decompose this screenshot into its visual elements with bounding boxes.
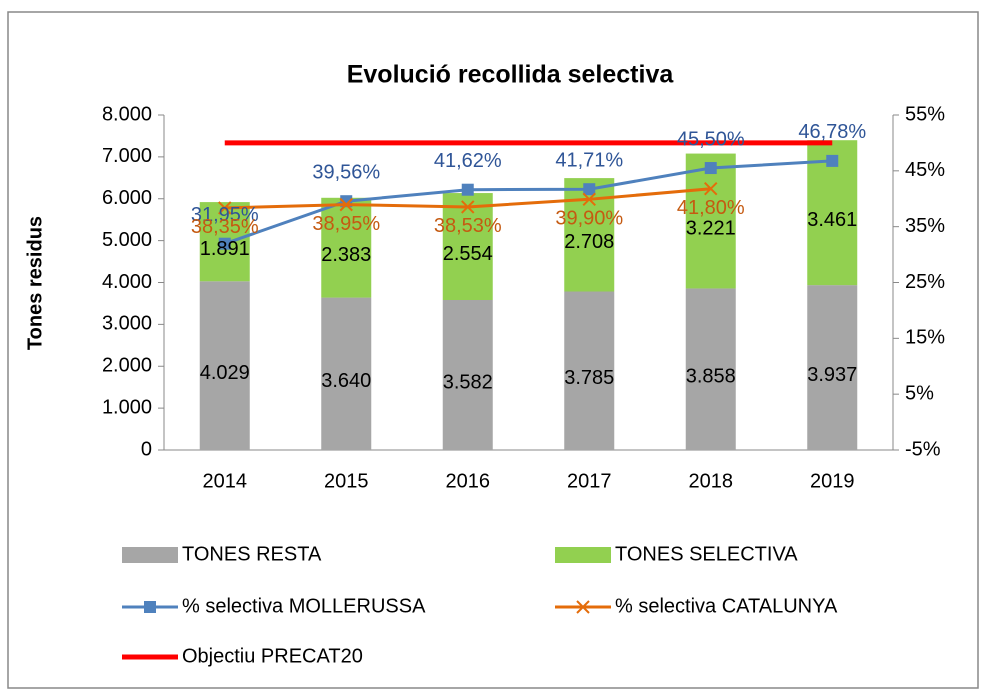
y-tick-label: 6.000 (102, 187, 152, 209)
y2-tick-label: 5% (905, 382, 934, 404)
data-label: 38,35% (191, 216, 259, 238)
y2-tick-label: 45% (905, 159, 945, 181)
legend-label: % selectiva CATALUNYA (615, 595, 838, 617)
marker (582, 192, 596, 207)
data-label: 45,50% (677, 128, 745, 150)
y-tick-label: 1.000 (102, 396, 152, 418)
y-tick-label: 0 (141, 438, 152, 460)
y-axis-label: Tones residus (24, 216, 46, 350)
bar (807, 285, 858, 450)
y2-tick-label: 55% (905, 103, 945, 125)
legend-label: TONES RESTA (182, 543, 322, 565)
y-tick-label: 3.000 (102, 313, 152, 335)
data-label: 41,71% (555, 149, 623, 171)
y2-tick-label: 15% (905, 327, 945, 349)
x-tick-label: 2015 (324, 470, 369, 492)
legend-label: Objectiu PRECAT20 (182, 645, 363, 667)
x-tick-label: 2014 (203, 470, 248, 492)
data-label: 3.461 (807, 209, 857, 231)
bar (321, 297, 372, 450)
line (224, 159, 833, 246)
legend-marker (576, 600, 590, 614)
y2-tick-label: 25% (905, 271, 945, 293)
data-label: 1.891 (200, 238, 250, 260)
x-tick-label: 2016 (446, 470, 491, 492)
data-label: 3.221 (686, 217, 736, 239)
data-label: 38,53% (434, 215, 502, 237)
y2-tick-label: 35% (905, 215, 945, 237)
bar (685, 288, 736, 450)
y2-tick-label: -5% (905, 438, 941, 460)
legend-swatch (555, 547, 611, 563)
y-tick-label: 2.000 (102, 355, 152, 377)
data-label: 41,62% (434, 150, 502, 172)
legend-label: TONES SELECTIVA (615, 543, 798, 565)
data-label: 39,56% (312, 161, 380, 183)
marker (826, 154, 839, 167)
data-label: 3.582 (443, 371, 493, 393)
chart-title: Evolució recollida selectiva (347, 61, 675, 89)
y-tick-label: 7.000 (102, 145, 152, 167)
bar (564, 291, 615, 450)
marker (218, 201, 232, 215)
marker (704, 162, 717, 175)
legend-marker (144, 601, 156, 613)
marker (218, 237, 231, 250)
y-tick-label: 4.000 (102, 271, 152, 293)
data-label: 2.708 (564, 231, 614, 253)
data-label: 3.785 (564, 367, 614, 389)
data-label: 3.640 (321, 370, 371, 392)
x-tick-label: 2019 (810, 470, 855, 492)
data-label: 38,95% (312, 213, 380, 235)
marker (339, 197, 353, 212)
x-tick-label: 2018 (689, 470, 734, 492)
data-label: 4.029 (200, 362, 250, 384)
marker (461, 183, 474, 196)
data-label: 41,80% (677, 197, 745, 219)
y-tick-label: 8.000 (102, 103, 152, 125)
data-label: 39,90% (555, 208, 623, 230)
marker (704, 181, 718, 196)
legend-label: % selectiva MOLLERUSSA (182, 595, 426, 617)
marker (583, 183, 596, 196)
data-label: 3.937 (807, 364, 857, 386)
data-label: 2.383 (321, 244, 371, 266)
data-label: 31,95% (191, 204, 259, 226)
bar (685, 153, 736, 289)
marker (461, 200, 475, 214)
legend-swatch (122, 547, 178, 563)
bar (442, 300, 493, 450)
bar (321, 197, 372, 298)
data-label: 46,78% (798, 121, 866, 143)
data-label: 3.858 (686, 366, 736, 388)
bar (442, 193, 493, 301)
bar (199, 281, 250, 450)
y-tick-label: 5.000 (102, 229, 152, 251)
data-label: 2.554 (443, 243, 493, 265)
x-tick-label: 2017 (567, 470, 612, 492)
